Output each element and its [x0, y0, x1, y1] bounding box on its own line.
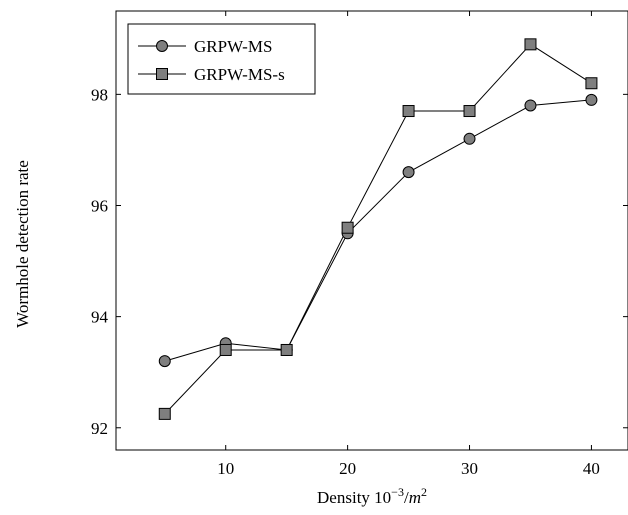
series-2-point [463, 105, 476, 118]
y-axis-title: Wormhole detection rate [13, 160, 32, 328]
legend-marker-1 [156, 40, 168, 52]
series-2-point [341, 221, 354, 234]
x-tick-label: 30 [461, 459, 478, 478]
series-2-point [280, 343, 293, 356]
x-tick-label: 20 [339, 459, 356, 478]
x-tick-label: 40 [583, 459, 600, 478]
series-1-point [585, 93, 598, 106]
series-line-1 [164, 99, 592, 362]
series-1-point [524, 99, 537, 112]
series-line-2 [164, 43, 592, 415]
y-tick-label: 94 [91, 308, 109, 327]
legend-label-1: GRPW-MS [194, 37, 272, 56]
x-tick-label: 10 [217, 459, 234, 478]
x-axis-title-var: m [409, 488, 421, 507]
series-2-point [402, 105, 415, 118]
y-tick-label: 92 [91, 419, 108, 438]
legend-marker-2 [156, 68, 168, 80]
series-2-point [585, 77, 598, 90]
legend-box [127, 23, 316, 95]
x-axis-title-var-exp: 2 [421, 485, 427, 499]
legend-label-2: GRPW-MS-s [194, 65, 285, 84]
x-axis-title: Density 10−3/m2 [317, 485, 427, 507]
series-1-point [402, 166, 415, 179]
x-axis-title-base: Density 10 [317, 488, 391, 507]
x-axis-title-slash: / [404, 488, 409, 507]
y-tick-label: 96 [91, 196, 108, 215]
series-1-point [463, 132, 476, 145]
y-tick-label: 98 [91, 85, 108, 104]
plot-frame [115, 10, 628, 451]
series-1-point [158, 355, 171, 368]
x-axis-title-exp: −3 [391, 485, 404, 499]
plot-area: 10 20 30 40 92 94 96 98 [91, 10, 628, 478]
series-2-point [219, 343, 232, 356]
series-2-point [524, 38, 537, 51]
series-2-point [158, 407, 171, 420]
legend: GRPW-MS GRPW-MS-s [127, 23, 316, 95]
